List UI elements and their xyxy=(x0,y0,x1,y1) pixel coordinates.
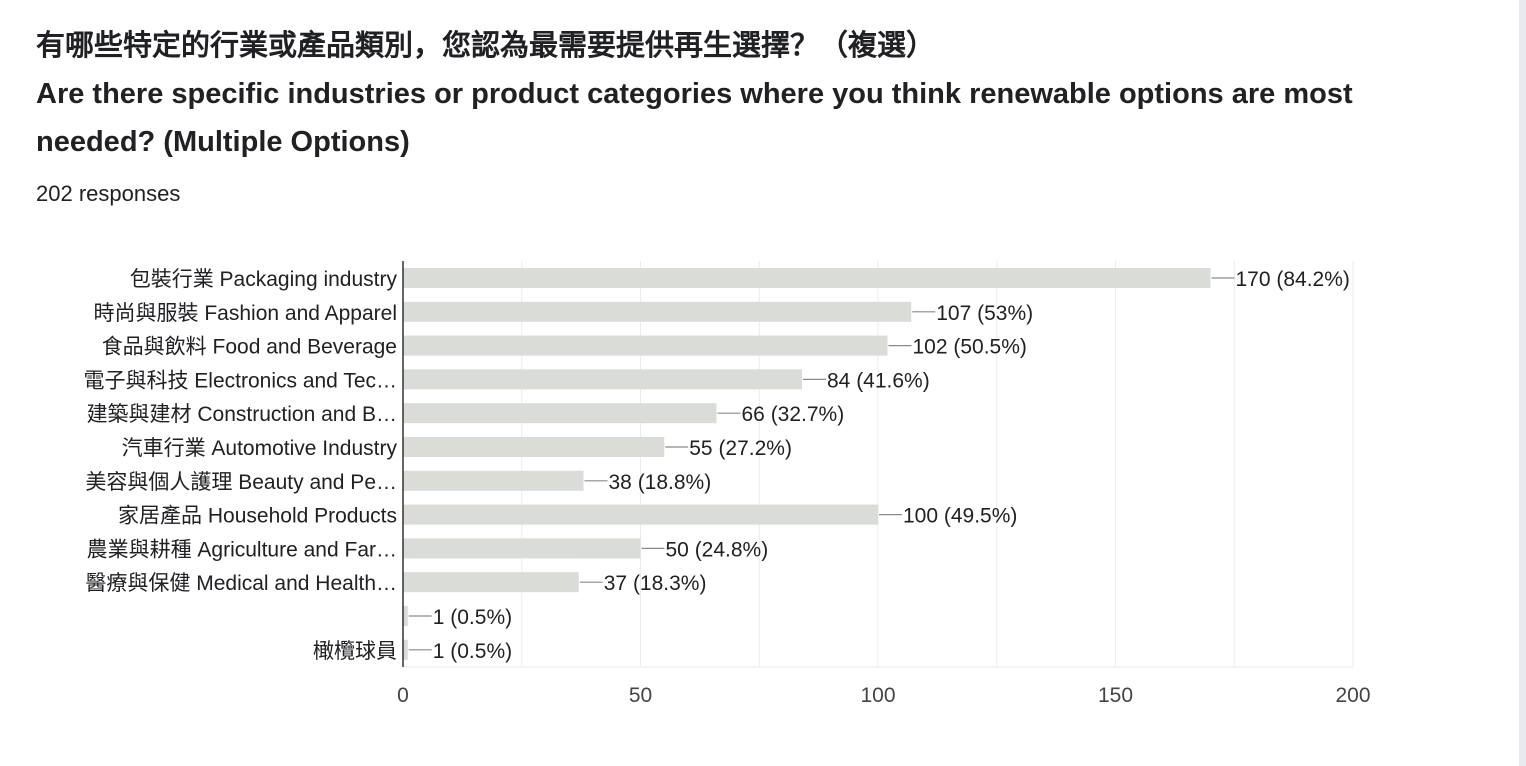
response-count: 202 responses xyxy=(36,181,181,206)
bar xyxy=(403,639,408,660)
bar xyxy=(403,572,579,593)
bar-value-label: 1 (0.5%) xyxy=(433,606,512,629)
bar xyxy=(403,403,717,424)
x-tick-label: 0 xyxy=(397,684,409,707)
bar-value-label: 55 (27.2%) xyxy=(689,437,792,460)
bar-value-label: 38 (18.8%) xyxy=(609,471,712,494)
x-tick-label: 200 xyxy=(1335,684,1370,707)
bar-value-label: 170 (84.2%) xyxy=(1236,268,1350,291)
question-title-en-line1: Are there specific industries or product… xyxy=(36,78,1353,110)
bar xyxy=(403,538,641,559)
bar xyxy=(403,301,912,322)
bar-value-label: 37 (18.3%) xyxy=(604,572,707,595)
question-title-zh: 有哪些特定的行業或產品類別，您認為最需要提供再生選擇？（複選） xyxy=(36,30,936,62)
bar xyxy=(403,504,878,525)
x-tick-label: 50 xyxy=(629,684,652,707)
category-label: 家居產品 Household Products xyxy=(118,505,397,528)
bar-value-label: 84 (41.6%) xyxy=(827,369,930,392)
bar-value-label: 107 (53%) xyxy=(936,302,1033,325)
bar-value-label: 1 (0.5%) xyxy=(433,640,512,663)
bar xyxy=(403,470,584,491)
category-label: 美容與個人護理 Beauty and Pe… xyxy=(85,471,397,494)
x-tick-label: 100 xyxy=(860,684,895,707)
category-label: 橄欖球員 xyxy=(313,640,397,663)
category-label: 農業與耕種 Agriculture and Far… xyxy=(87,538,397,561)
category-label: 食品與飲料 Food and Beverage xyxy=(102,336,397,359)
bar xyxy=(403,437,665,457)
bar-value-label: 100 (49.5%) xyxy=(903,505,1017,528)
category-label: 電子與科技 Electronics and Tec… xyxy=(83,369,397,392)
category-label: 汽車行業 Automotive Industry xyxy=(122,437,398,460)
bar-value-label: 50 (24.8%) xyxy=(666,538,769,561)
bar xyxy=(403,335,888,356)
category-label: 醫療與保健 Medical and Health… xyxy=(85,572,397,595)
category-label: 時尚與服裝 Fashion and Apparel xyxy=(94,302,397,325)
x-tick-label: 150 xyxy=(1098,684,1133,707)
bar-value-label: 102 (50.5%) xyxy=(913,336,1027,359)
scroll-edge xyxy=(1519,0,1526,766)
bar xyxy=(403,369,802,390)
bar xyxy=(403,268,1211,288)
category-label: 包裝行業 Packaging industry xyxy=(130,268,398,291)
bar xyxy=(403,606,408,626)
question-title: 有哪些特定的行業或產品類別，您認為最需要提供再生選擇？（複選） Are ther… xyxy=(36,22,1496,166)
question-title-en-line2: needed? (Multiple Options) xyxy=(36,126,410,158)
bar-value-label: 66 (32.7%) xyxy=(742,403,845,426)
category-label: 建築與建材 Construction and B… xyxy=(87,403,397,426)
